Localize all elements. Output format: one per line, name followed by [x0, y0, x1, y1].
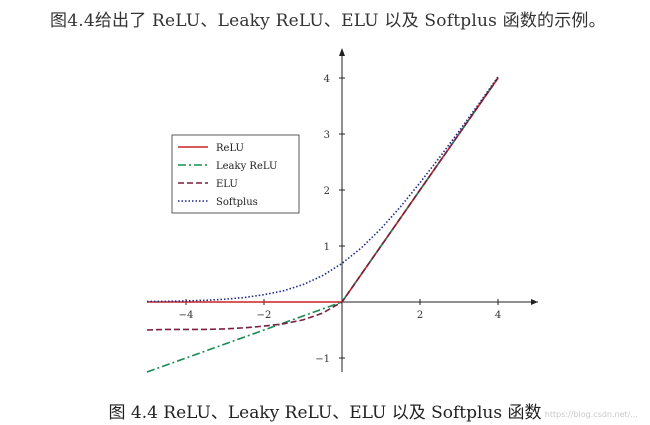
x-tick-label: −2 [257, 310, 272, 321]
intro-text: 图4.4给出了 ReLU、Leaky ReLU、ELU 以及 Softplus … [50, 11, 606, 31]
watermark-text: https://blog.csdn.net/... [544, 410, 638, 419]
x-tick-label: −4 [179, 310, 194, 321]
x-tick-label: 4 [495, 310, 501, 321]
y-tick-label: 4 [324, 74, 330, 85]
x-tick-labels: −4 −2 2 4 [179, 310, 502, 321]
y-tick-label: 2 [324, 186, 330, 197]
y-tick-labels: −1 1 2 3 4 [315, 74, 330, 365]
y-tick-label: 3 [324, 130, 330, 141]
legend-box [171, 134, 300, 214]
legend: ReLU Leaky ReLU ELU Softplus [171, 134, 300, 214]
legend-label: Leaky ReLU [216, 161, 277, 172]
series-line-leaky-relu [146, 77, 499, 373]
series-line-softplus [147, 76, 499, 303]
legend-label: Softplus [216, 197, 258, 208]
figure-caption: 图 4.4 ReLU、Leaky ReLU、ELU 以及 Softplus 函数 [108, 403, 542, 423]
legend-label: ELU [216, 179, 238, 190]
y-tick-label: −1 [315, 354, 330, 365]
y-axis-arrow [339, 48, 345, 56]
y-tick-label: 1 [324, 242, 330, 253]
legend-label: ReLU [216, 143, 244, 154]
series-line-elu [146, 77, 499, 331]
series-lines [146, 76, 499, 373]
x-axis-arrow [531, 299, 538, 305]
x-tick-label: 2 [417, 310, 423, 321]
